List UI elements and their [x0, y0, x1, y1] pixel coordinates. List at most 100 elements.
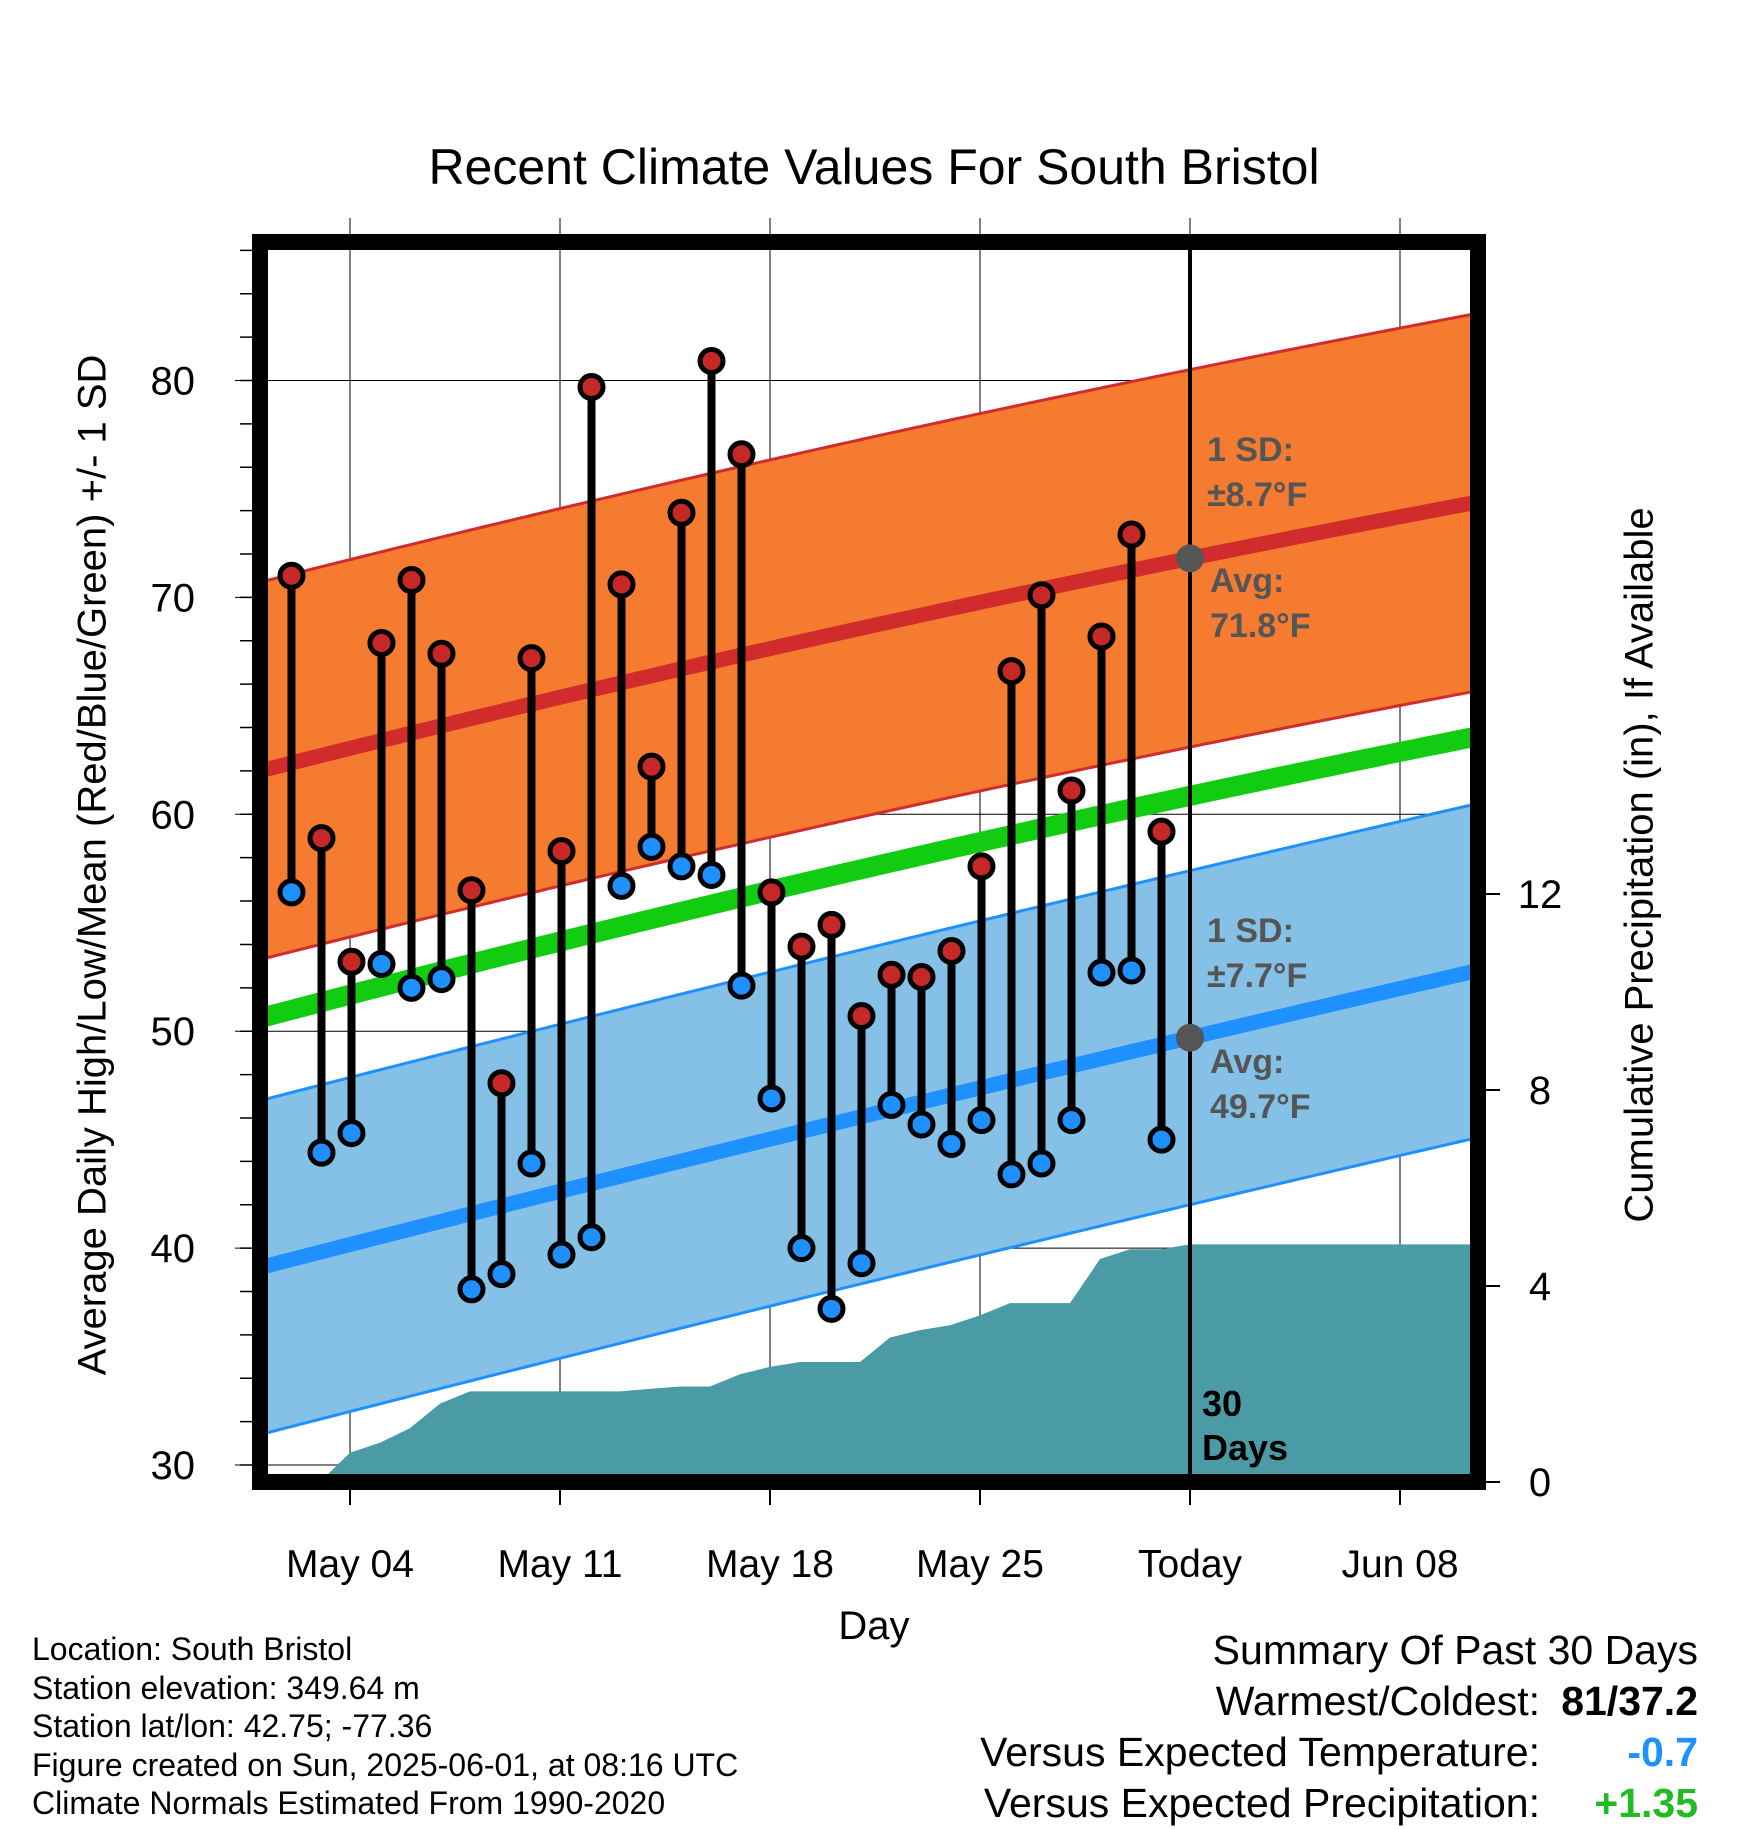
normal-high-line: [260, 494, 1478, 779]
low-sd-upper-line: [260, 801, 1478, 1103]
high-avg-label: Avg:: [1210, 562, 1284, 600]
plot-frame: [252, 234, 1486, 1490]
y2-tick-label: 12: [1518, 873, 1563, 917]
precip-value: +1.35: [1594, 1780, 1698, 1826]
high-point: [787, 932, 816, 961]
y-tick-label: 70: [151, 576, 196, 620]
low-sd-lower-line: [260, 1136, 1478, 1437]
high-point: [367, 628, 396, 657]
station-info: Location: South Bristol Station elevatio…: [32, 1630, 738, 1823]
low-point: [667, 852, 696, 881]
low-point: [637, 832, 666, 861]
summary-panel: Summary Of Past 30 Days Warmest/Coldest:…: [980, 1625, 1698, 1829]
normal-mean-line: [260, 726, 1478, 1028]
summary-heading: Summary Of Past 30 Days: [1212, 1627, 1698, 1673]
low-avg-value: 49.7°F: [1210, 1088, 1311, 1126]
high-point: [1147, 817, 1176, 846]
high-point: [937, 936, 966, 965]
low-point: [997, 1160, 1026, 1189]
y2-tick-label: 4: [1529, 1265, 1551, 1309]
low-point: [937, 1129, 966, 1158]
low-sd-value: ±7.7°F: [1207, 957, 1307, 995]
low-point: [457, 1275, 486, 1304]
x-axis-label: Day: [838, 1604, 910, 1648]
x-tick-label: Jun 08: [1341, 1543, 1458, 1586]
low-point: [847, 1249, 876, 1278]
high-point: [1057, 776, 1086, 805]
latlon-text: Station lat/lon: 42.75; -77.36: [32, 1708, 433, 1744]
high-point: [517, 644, 546, 673]
chart-title: Recent Climate Values For South Bristol: [428, 139, 1320, 195]
low-point: [307, 1138, 336, 1167]
high-point: [487, 1069, 516, 1098]
x-tick-label: May 11: [498, 1543, 623, 1586]
high-point: [967, 852, 996, 881]
high-point: [547, 837, 576, 866]
high-sd-label: 1 SD:: [1207, 431, 1294, 469]
location-text: Location: South Bristol: [32, 1631, 353, 1667]
high-sd-band: [260, 313, 1478, 960]
high-point: [307, 824, 336, 853]
x-tick-label: Today: [1138, 1543, 1243, 1586]
high-point: [727, 440, 756, 469]
plot-area: [260, 311, 1478, 1482]
low-point: [1087, 958, 1116, 987]
high-sd-upper-line: [260, 311, 1478, 584]
y2-tick-label: 8: [1529, 1069, 1551, 1113]
normals-text: Climate Normals Estimated From 1990-2020: [32, 1785, 666, 1821]
high-point: [757, 878, 786, 907]
high-point: [667, 498, 696, 527]
created-text: Figure created on Sun, 2025-06-01, at 08…: [32, 1746, 739, 1783]
high-point: [397, 566, 426, 595]
high-point: [427, 639, 456, 668]
high-point: [1117, 520, 1146, 549]
precip-area: [305, 1244, 1478, 1482]
high-point: [577, 373, 606, 402]
low-point: [367, 949, 396, 978]
low-point: [877, 1090, 906, 1119]
low-point: [277, 878, 306, 907]
low-point: [1057, 1106, 1086, 1135]
high-point: [607, 570, 636, 599]
window-label-days: Days: [1202, 1427, 1288, 1468]
low-point: [1027, 1149, 1056, 1178]
low-point: [907, 1110, 936, 1139]
summary-precip: Versus Expected Precipitation: +1.35: [980, 1778, 1698, 1829]
low-point: [1147, 1125, 1176, 1154]
y2-tick-label: 0: [1529, 1461, 1551, 1505]
low-point: [697, 861, 726, 890]
y-tick-label: 50: [151, 1010, 196, 1054]
low-point: [547, 1240, 576, 1269]
summary-temp: Versus Expected Temperature: -0.7: [980, 1727, 1698, 1778]
high-avg-value: 71.8°F: [1210, 607, 1311, 645]
high-point: [637, 752, 666, 781]
warm-cold-value: 81/37.2: [1561, 1678, 1698, 1724]
x-tick-label: May 25: [916, 1543, 1044, 1586]
summary-warm-cold: Warmest/Coldest: 81/37.2: [980, 1676, 1698, 1727]
normal-low-line: [260, 963, 1478, 1275]
low-point: [787, 1234, 816, 1263]
low-sd-label: 1 SD:: [1207, 912, 1294, 950]
high-sd-lower-line: [260, 689, 1478, 962]
low-point: [337, 1119, 366, 1148]
warm-cold-label: Warmest/Coldest:: [1215, 1678, 1540, 1724]
low-point: [397, 973, 426, 1002]
y-tick-label: 30: [151, 1444, 196, 1488]
y-tick-label: 60: [151, 793, 196, 837]
precip-label: Versus Expected Precipitation:: [983, 1780, 1540, 1826]
y-tick-label: 80: [151, 360, 196, 404]
high-point: [1027, 581, 1056, 610]
low-point: [607, 871, 636, 900]
temp-value: -0.7: [1627, 1729, 1698, 1775]
low-point: [1117, 956, 1146, 985]
high-point: [697, 346, 726, 375]
high-sd-value: ±8.7°F: [1207, 476, 1307, 514]
low-point: [757, 1084, 786, 1113]
high-point: [337, 947, 366, 976]
high-point: [877, 960, 906, 989]
low-point: [577, 1223, 606, 1252]
low-avg-label: Avg:: [1210, 1043, 1284, 1081]
high-point: [1087, 622, 1116, 651]
low-point: [487, 1260, 516, 1289]
